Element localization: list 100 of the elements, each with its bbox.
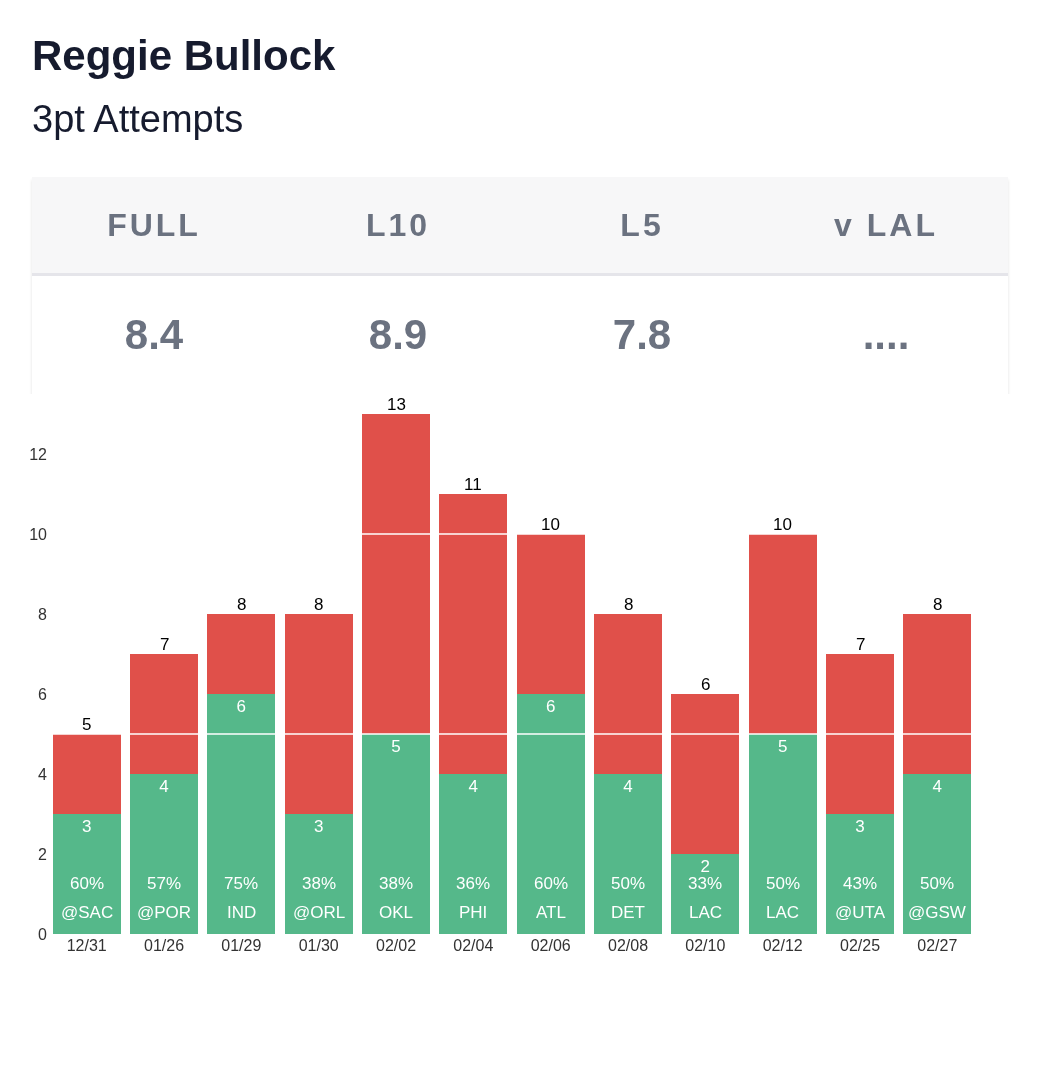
annotation: 75%: [224, 874, 259, 893]
bar: [516, 694, 585, 934]
annotation: LAC: [766, 903, 800, 922]
bar: [361, 734, 431, 934]
total-label: 8: [933, 595, 943, 614]
bar: [516, 534, 585, 694]
total-label: 7: [160, 635, 170, 654]
bar: [593, 614, 663, 774]
data-label: 4: [468, 777, 479, 796]
y-tick-label: 8: [38, 605, 48, 623]
annotation: PHI: [459, 903, 488, 922]
total-label: 6: [701, 675, 711, 694]
bar: [903, 614, 972, 774]
bar: [361, 414, 431, 734]
x-tick-label: 02/06: [530, 937, 571, 954]
bar: [52, 734, 121, 814]
annotation: 60%: [70, 874, 105, 893]
category-label: L5: [619, 206, 665, 244]
x-tick-label: 01/26: [143, 937, 185, 954]
data-label: 3: [855, 817, 865, 836]
text: ....: [862, 311, 910, 358]
bar: [439, 774, 508, 934]
annotation: 50%: [766, 874, 801, 893]
annotation: 60%: [534, 874, 569, 893]
data-label: 3: [81, 817, 92, 836]
bar: [207, 694, 276, 934]
annotation: ATL: [536, 903, 566, 922]
annotation: LAC: [689, 903, 723, 922]
data-label: 2: [700, 857, 711, 876]
bar: [825, 814, 895, 934]
text: 7.8: [612, 311, 672, 358]
x-tick-label: 02/08: [607, 937, 649, 954]
bar: [284, 814, 353, 934]
annotation: @GSW: [908, 903, 966, 922]
bar: [129, 774, 199, 934]
annotation: @UTA: [835, 903, 886, 922]
bar: [748, 734, 817, 934]
y-tick-label: 2: [38, 845, 48, 863]
y-tick-label: 12: [29, 445, 48, 463]
data-label: 5: [777, 737, 788, 756]
annotation: DET: [611, 903, 645, 922]
text: 3pt Attempts: [32, 98, 245, 141]
annotation: 57%: [147, 874, 182, 893]
bar: [284, 614, 353, 814]
category-label: L10: [364, 206, 432, 244]
y-tick-label: 6: [38, 685, 48, 703]
bar: [52, 814, 121, 934]
annotation: 50%: [920, 874, 955, 893]
total-label: 8: [624, 595, 634, 614]
data-label: 5: [391, 737, 401, 756]
data-label: 4: [623, 777, 633, 796]
x-tick-label: 01/29: [221, 937, 262, 954]
text: Reggie Bullock: [32, 32, 337, 80]
total-label: 13: [387, 395, 406, 414]
category-label: FULL: [106, 206, 202, 244]
data-label: 6: [545, 697, 556, 716]
total-label: 10: [541, 515, 560, 534]
bar: [439, 494, 508, 774]
annotation: OKL: [379, 903, 414, 922]
y-tick-label: 0: [38, 925, 48, 943]
x-tick-label: 02/02: [375, 937, 417, 954]
annotation: 36%: [456, 874, 491, 893]
total-label: 11: [464, 475, 482, 494]
x-tick-label: 02/10: [685, 937, 726, 954]
category-label: v LAL: [833, 206, 939, 244]
data-label: 4: [159, 777, 169, 796]
total-label: 8: [237, 595, 247, 614]
bar: [748, 534, 817, 734]
annotation: 50%: [611, 874, 646, 893]
text: 8.9: [368, 311, 428, 358]
annotation: 43%: [843, 874, 878, 893]
data-label: 3: [313, 817, 324, 836]
total-label: 7: [856, 635, 866, 654]
annotation: 38%: [379, 874, 414, 893]
x-tick-label: 02/12: [762, 937, 803, 954]
data-label: 6: [236, 697, 247, 716]
total-label: 10: [773, 515, 792, 534]
data-label: 4: [932, 777, 943, 796]
bar: [825, 654, 895, 814]
x-tick-label: 02/27: [917, 937, 958, 954]
x-tick-label: 02/04: [453, 937, 494, 954]
x-tick-label: 02/25: [839, 937, 881, 954]
y-tick-label: 10: [29, 525, 48, 543]
total-label: 5: [82, 715, 92, 734]
bar: [903, 774, 972, 934]
bar: [671, 694, 740, 854]
bar: [129, 654, 199, 774]
annotation: @ORL: [293, 903, 346, 922]
annotation: 38%: [302, 874, 337, 893]
annotation: IND: [227, 903, 257, 922]
y-tick-label: 4: [38, 765, 48, 783]
annotation: @POR: [137, 903, 192, 922]
annotation: 33%: [688, 874, 723, 893]
bar: [593, 774, 663, 934]
text: 8.4: [124, 311, 184, 358]
bar: [671, 854, 740, 934]
x-tick-label: 12/31: [66, 937, 107, 954]
x-tick-label: 01/30: [298, 937, 339, 954]
total-label: 8: [314, 595, 324, 614]
bar: [207, 614, 276, 694]
